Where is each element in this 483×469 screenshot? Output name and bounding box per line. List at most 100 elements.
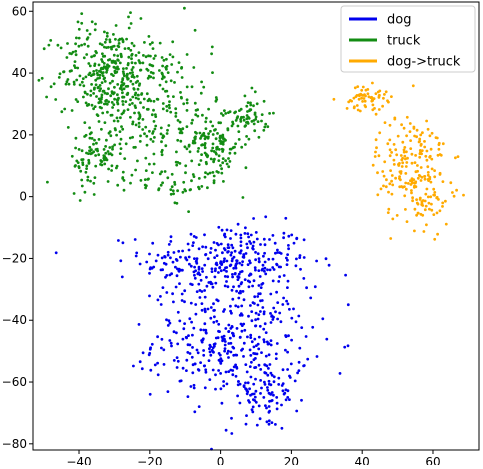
data-point: [196, 150, 200, 153]
data-point: [172, 330, 176, 334]
data-point: [302, 364, 306, 367]
data-point: [204, 253, 207, 257]
data-point: [212, 150, 216, 153]
data-point: [208, 350, 212, 354]
data-point: [204, 368, 208, 372]
data-point: [408, 122, 412, 125]
data-point: [148, 347, 152, 351]
data-point: [455, 188, 458, 192]
data-point: [437, 143, 441, 147]
data-point: [214, 99, 218, 103]
data-point: [175, 274, 179, 278]
data-point: [405, 134, 408, 138]
data-point: [225, 228, 229, 232]
data-point: [210, 270, 214, 273]
data-point: [236, 278, 240, 281]
data-point: [243, 278, 247, 281]
data-point: [439, 153, 443, 157]
data-point: [162, 363, 166, 366]
data-point: [121, 91, 124, 95]
data-point: [105, 68, 109, 72]
data-point: [152, 162, 156, 166]
data-point: [426, 127, 430, 131]
data-point: [166, 128, 169, 132]
data-point: [179, 95, 183, 99]
data-point: [244, 143, 247, 146]
data-point: [249, 101, 252, 105]
data-point: [126, 72, 129, 76]
data-point: [143, 132, 146, 136]
data-point: [441, 180, 445, 184]
data-point: [221, 161, 225, 165]
legend-label: dog: [387, 13, 411, 28]
data-point: [281, 303, 285, 306]
data-point: [196, 351, 200, 355]
data-point: [421, 199, 425, 202]
data-point: [235, 353, 239, 357]
data-point: [275, 396, 279, 399]
data-point: [224, 159, 228, 163]
data-point: [88, 126, 91, 130]
data-point: [403, 146, 407, 149]
data-point: [249, 103, 253, 107]
data-point: [139, 68, 142, 72]
data-point: [258, 292, 262, 296]
data-point: [234, 304, 238, 308]
data-point: [232, 285, 235, 289]
data-point: [87, 158, 91, 162]
data-point: [245, 114, 249, 117]
data-point: [94, 164, 98, 168]
data-point: [93, 86, 96, 90]
data-point: [86, 175, 90, 179]
data-point: [111, 145, 114, 149]
data-point: [130, 57, 133, 61]
data-point: [257, 313, 261, 316]
data-point: [112, 33, 115, 36]
data-point: [268, 112, 271, 115]
data-point: [134, 106, 138, 109]
data-point: [129, 11, 132, 15]
data-point: [433, 237, 437, 241]
data-point: [243, 328, 247, 332]
data-point: [356, 85, 360, 88]
data-point: [282, 236, 285, 240]
data-point: [253, 302, 256, 305]
data-point: [185, 369, 188, 372]
data-point: [236, 222, 240, 226]
data-point: [245, 242, 249, 246]
data-point: [203, 322, 207, 326]
data-point: [70, 109, 74, 112]
data-point: [392, 163, 396, 166]
data-point: [199, 278, 203, 282]
data-point: [235, 259, 239, 263]
data-point: [184, 257, 188, 260]
data-point: [110, 113, 114, 117]
data-point: [127, 15, 130, 19]
data-point: [230, 259, 234, 263]
data-point: [382, 96, 385, 100]
data-point: [242, 118, 246, 122]
data-point: [148, 162, 151, 166]
data-point: [117, 239, 120, 242]
data-point: [130, 61, 134, 65]
legend-label: dog->truck: [387, 55, 461, 70]
data-point: [235, 365, 239, 369]
data-point: [183, 300, 186, 304]
data-point: [204, 127, 208, 130]
series-dog-truck: [332, 81, 465, 241]
data-point: [387, 190, 390, 194]
data-point: [185, 147, 189, 151]
data-point: [136, 159, 139, 163]
data-point: [257, 347, 261, 351]
data-point: [126, 108, 130, 111]
data-point: [120, 55, 123, 59]
data-point: [137, 121, 141, 125]
data-point: [108, 58, 112, 61]
data-point: [208, 171, 212, 175]
data-point: [95, 95, 98, 98]
data-point: [360, 93, 364, 97]
data-point: [456, 155, 460, 159]
data-point: [192, 383, 196, 387]
data-point: [169, 341, 173, 345]
